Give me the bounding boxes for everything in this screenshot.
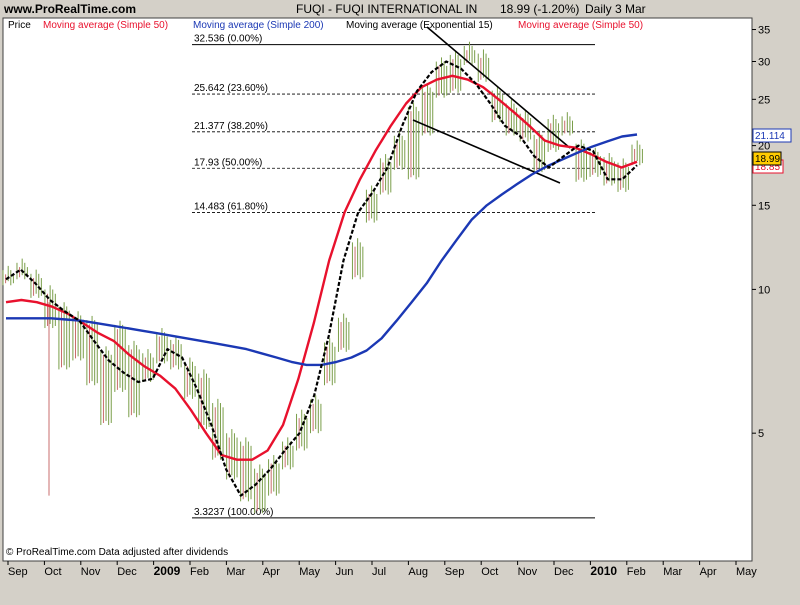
y-tick-label-25: 25 (758, 94, 770, 106)
y-axis: 5 10 15 20 25 30 35 (752, 25, 770, 440)
symbol-title: FUQI - FUQI INTERNATIONAL IN (296, 2, 477, 16)
legend-sma50: Moving average (Simple 50) (43, 20, 168, 31)
site-label: www.ProRealTime.com (3, 2, 136, 16)
series-line-0 (5, 74, 638, 461)
sma50-tag-label: 18.85 (755, 162, 780, 173)
fib-label: 14.483 (61.80%) (194, 202, 268, 213)
period-label: Daily 3 Mar (585, 2, 646, 16)
fib-label: 21.377 (38.20%) (194, 121, 268, 132)
x-tick-label-Sep: Sep (8, 566, 28, 578)
sma200-tag-label: 21.114 (755, 131, 785, 142)
fib-label: 32.536 (0.00%) (194, 34, 262, 45)
y-tick-label-5: 5 (758, 428, 764, 440)
x-tick-label-2010: 2010 (590, 564, 617, 578)
x-tick-label-Oct: Oct (44, 566, 61, 578)
x-tick-label-Mar: Mar (226, 566, 245, 578)
x-tick-label-May: May (736, 566, 757, 578)
series-line-2 (5, 60, 638, 497)
x-tick-label-Apr: Apr (700, 566, 717, 578)
x-tick-label-Nov: Nov (81, 566, 101, 578)
y-tick-label-15: 15 (758, 200, 770, 212)
legend-sma50-b: Moving average (Simple 50) (518, 20, 643, 31)
fib-label: 3.3237 (100.00%) (194, 507, 274, 518)
y-tick-label-10: 10 (758, 284, 770, 296)
quote-label: 18.99 (-1.20%) (500, 2, 579, 16)
y-tick-label-35: 35 (758, 25, 770, 37)
fib-label: 25.642 (23.60%) (194, 83, 268, 94)
x-tick-label-Dec: Dec (117, 566, 137, 578)
plot-area (2, 17, 753, 562)
fibonacci-levels: 32.536 (0.00%) 25.642 (23.60%) 21.377 (38.… (192, 34, 595, 519)
sma200-tag (752, 128, 792, 143)
fib-label: 17.93 (50.00%) (194, 157, 262, 168)
x-tick-label-Dec: Dec (554, 566, 574, 578)
value-tags: 21.114 18.85 18.99 (752, 128, 792, 174)
x-tick-label-Nov: Nov (518, 566, 538, 578)
footer-note: © ProRealTime.com Data adjusted after di… (6, 547, 228, 558)
y-tick-label-30: 30 (758, 57, 770, 69)
x-tick-label-Feb: Feb (190, 566, 209, 578)
x-tick-label-2009: 2009 (154, 564, 181, 578)
x-tick-label-Oct: Oct (481, 566, 498, 578)
x-tick-label-Feb: Feb (627, 566, 646, 578)
x-tick-label-Mar: Mar (663, 566, 682, 578)
x-tick-label-Sep: Sep (445, 566, 465, 578)
x-axis: Sep Oct Nov Dec 2009 Feb Mar Apr May Jun Jul Aug Sep… (7, 561, 757, 578)
x-tick-label-Aug: Aug (408, 566, 428, 578)
last-price-tag-label: 18.99 (755, 154, 780, 165)
x-tick-label-May: May (299, 566, 320, 578)
x-tick-label-Jun: Jun (336, 566, 354, 578)
moving-averages (5, 60, 638, 497)
y-tick-label-20: 20 (758, 141, 770, 153)
legend-ema15: Moving average (Exponential 15) (346, 20, 493, 31)
x-tick-label-Apr: Apr (263, 566, 280, 578)
last-price-tag (752, 151, 782, 166)
legend-price: Price (8, 20, 31, 31)
legend-sma200: Moving average (Simple 200) (193, 20, 324, 31)
x-tick-label-Jul: Jul (372, 566, 386, 578)
trend-line-upper (426, 26, 571, 149)
